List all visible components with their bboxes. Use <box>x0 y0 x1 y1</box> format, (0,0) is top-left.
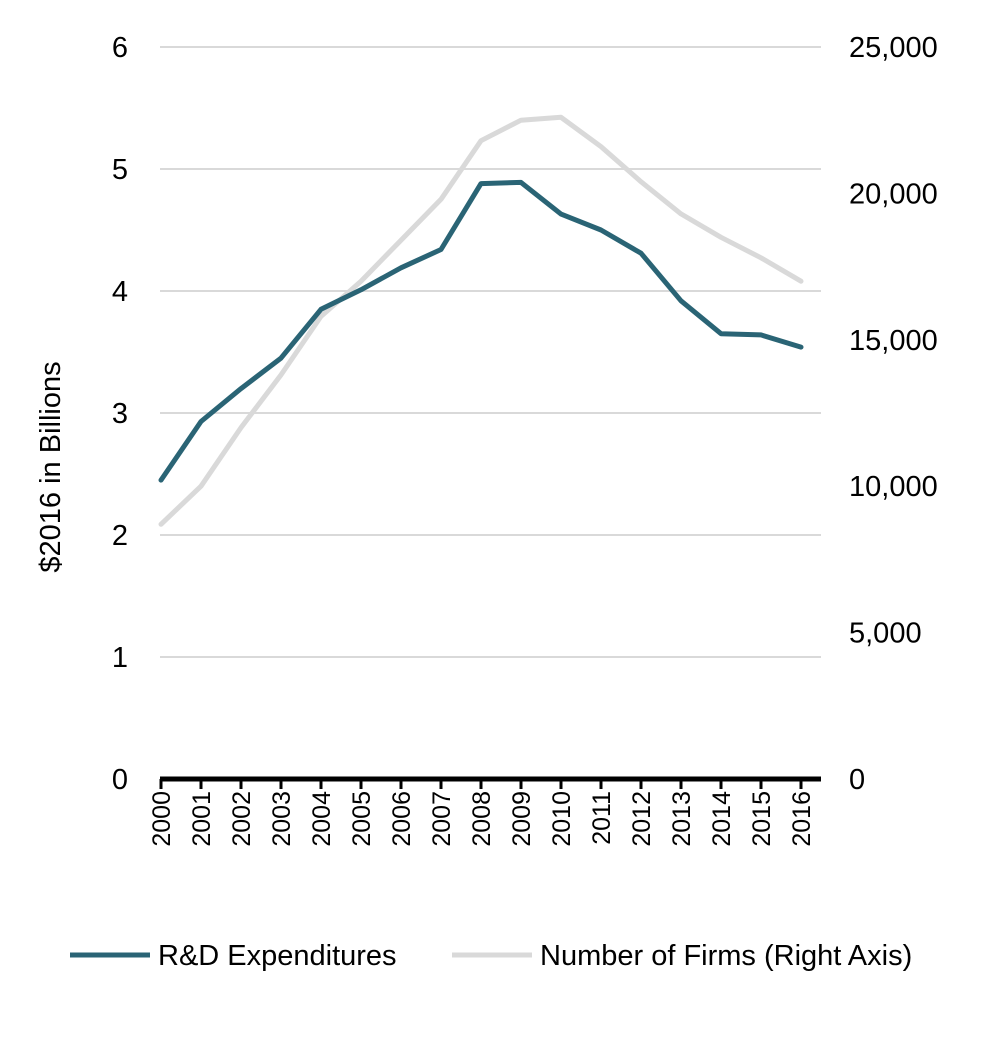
x-tick-label: 2004 <box>308 791 336 847</box>
left-tick-label: 2 <box>112 520 128 552</box>
series-line-rd-expenditures <box>158 179 804 483</box>
right-tick-label: 0 <box>849 764 865 796</box>
legend-label-number-of-firms: Number of Firms (Right Axis) <box>540 940 912 972</box>
x-tick-label: 2008 <box>468 791 496 847</box>
x-tick-label: 2005 <box>348 791 376 847</box>
left-axis-ticks: 0 1 2 3 4 5 6 <box>112 32 128 796</box>
right-tick-label: 5,000 <box>849 618 922 650</box>
x-tick-label: 2001 <box>188 791 216 847</box>
x-tick-label: 2013 <box>668 791 696 847</box>
x-axis-ticks: 2000 2001 2002 2003 2004 2005 2006 2007 2008 2009… <box>148 779 816 847</box>
left-tick-label: 4 <box>112 276 128 308</box>
legend: R&D Expenditures Number of Firms (Right A… <box>70 940 912 972</box>
x-tick-label: 2007 <box>428 791 456 847</box>
left-tick-label: 0 <box>112 764 128 796</box>
x-tick-label: 2015 <box>748 791 776 847</box>
right-tick-label: 20,000 <box>849 178 938 210</box>
right-axis-ticks: 0 5,000 10,000 15,000 20,000 25,000 <box>849 32 938 796</box>
right-tick-label: 25,000 <box>849 32 938 64</box>
x-tick-label: 2009 <box>508 791 536 847</box>
x-tick-label: 2000 <box>148 791 176 847</box>
right-tick-label: 10,000 <box>849 471 938 503</box>
left-tick-label: 1 <box>112 642 128 674</box>
x-tick-label: 2002 <box>228 791 256 847</box>
x-tick-label: 2011 <box>588 791 616 845</box>
x-tick-label: 2006 <box>388 791 416 847</box>
left-tick-label: 6 <box>112 32 128 64</box>
y-axis-title: $2016 in Billions <box>35 361 67 572</box>
right-tick-label: 15,000 <box>849 325 938 357</box>
x-tick-label: 2010 <box>548 791 576 847</box>
x-tick-label: 2012 <box>628 791 656 847</box>
series-line-number-of-firms <box>158 114 804 527</box>
gridlines <box>160 46 821 658</box>
x-tick-label: 2016 <box>788 791 816 847</box>
left-tick-label: 3 <box>112 398 128 430</box>
legend-label-rd-expenditures: R&D Expenditures <box>158 940 397 972</box>
left-tick-label: 5 <box>112 154 128 186</box>
x-tick-label: 2014 <box>708 791 736 847</box>
x-tick-label: 2003 <box>268 791 296 847</box>
series-layer <box>158 114 804 527</box>
